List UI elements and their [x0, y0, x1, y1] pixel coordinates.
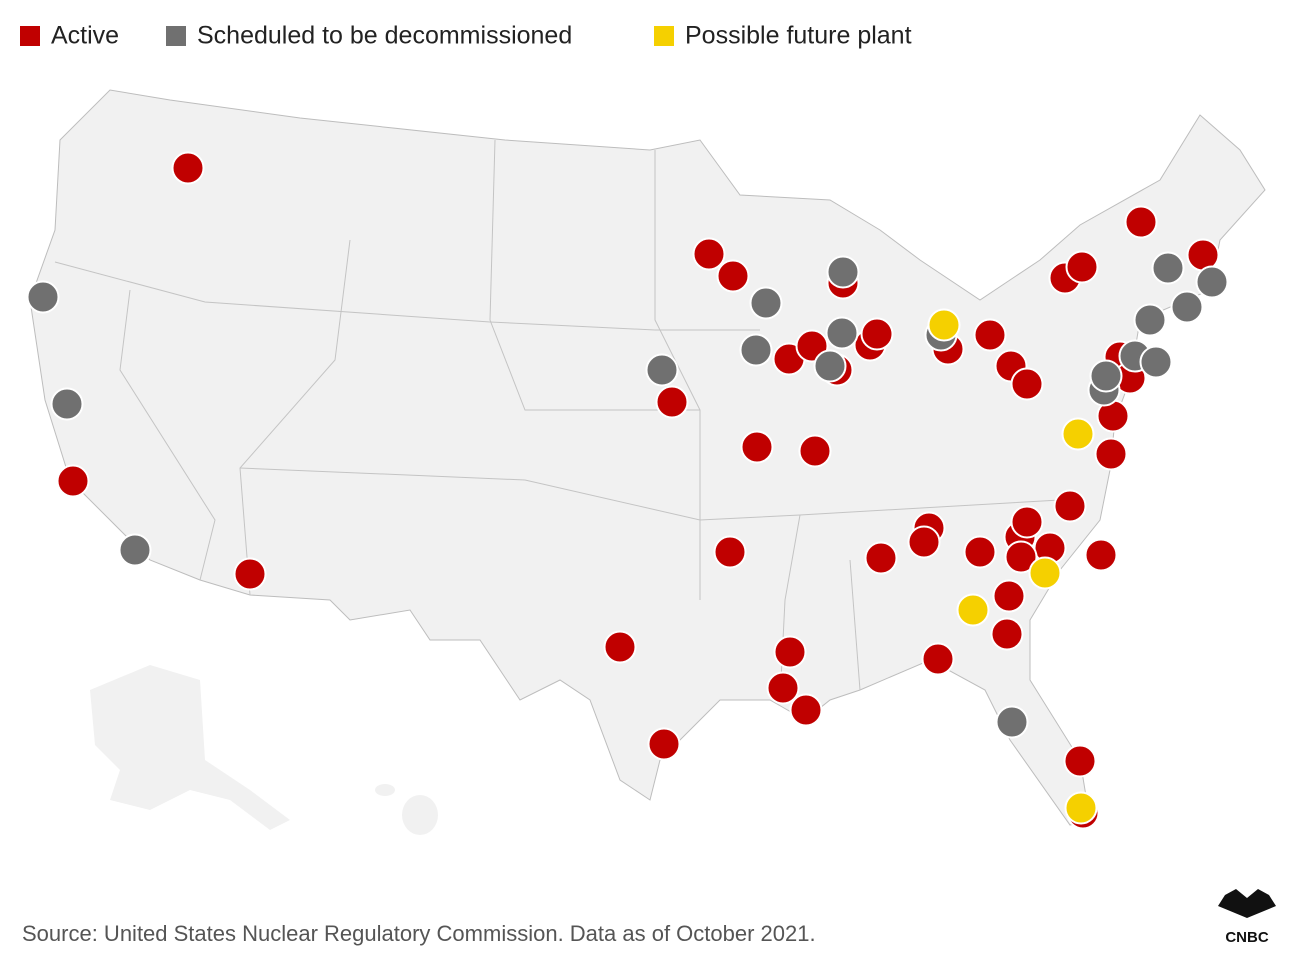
plant-marker — [603, 630, 637, 664]
plant-marker — [740, 430, 774, 464]
plant-marker — [956, 593, 990, 627]
plant-marker — [1139, 345, 1173, 379]
plant-marker — [1170, 290, 1204, 324]
plants — [26, 151, 1229, 830]
state-line — [849, 559, 861, 691]
plant-marker — [990, 617, 1024, 651]
plant-marker — [907, 525, 941, 559]
contiguous-us — [29, 89, 1266, 826]
plant-marker — [1065, 250, 1099, 284]
plant-marker — [1028, 556, 1062, 590]
plant-marker — [1094, 437, 1128, 471]
legend-swatch — [166, 26, 186, 46]
plant-marker — [927, 308, 961, 342]
logo: CNBC — [1218, 889, 1276, 946]
plant-marker — [766, 671, 800, 705]
hawaii-isle — [375, 784, 395, 796]
plant-marker — [1010, 505, 1044, 539]
plant-marker — [798, 434, 832, 468]
plant-marker — [50, 387, 84, 421]
plant-marker — [860, 317, 894, 351]
plant-marker — [1133, 303, 1167, 337]
plant-marker — [1061, 417, 1095, 451]
plant-marker — [773, 635, 807, 669]
plant-marker — [825, 316, 859, 350]
logo-text: CNBC — [1225, 929, 1268, 946]
plant-marker — [739, 333, 773, 367]
plant-marker — [645, 353, 679, 387]
plant-marker — [692, 237, 726, 271]
legend-swatch — [654, 26, 674, 46]
plant-marker — [1195, 265, 1229, 299]
plant-marker — [813, 349, 847, 383]
legend-label: Scheduled to be decommissioned — [197, 22, 572, 50]
plant-marker — [973, 318, 1007, 352]
plant-marker — [963, 535, 997, 569]
plant-marker — [921, 642, 955, 676]
plant-marker — [118, 533, 152, 567]
state-line — [779, 514, 801, 701]
state-line — [239, 239, 351, 596]
plant-marker — [1064, 791, 1098, 825]
plant-marker — [26, 280, 60, 314]
plant-marker — [789, 693, 823, 727]
plant-marker — [233, 557, 267, 591]
plant-marker — [1004, 540, 1038, 574]
basemap — [29, 89, 1266, 835]
plant-marker — [826, 255, 860, 289]
state-line — [119, 289, 216, 581]
legend-label: Active — [51, 22, 119, 50]
hawaii — [402, 795, 438, 835]
logo-peacock — [1218, 889, 1276, 918]
plant-marker — [864, 541, 898, 575]
plant-marker — [56, 464, 90, 498]
alaska — [90, 665, 290, 830]
plant-marker — [1084, 538, 1118, 572]
plant-marker — [1151, 251, 1185, 285]
state-line — [54, 261, 760, 331]
plant-marker — [655, 385, 689, 419]
legend-swatch — [20, 26, 40, 46]
plant-marker — [1053, 489, 1087, 523]
plant-marker — [1063, 744, 1097, 778]
plant-marker — [995, 705, 1029, 739]
plant-marker — [647, 727, 681, 761]
plant-marker — [171, 151, 205, 185]
legend: Active Scheduled to be decommissioned Poss… — [20, 22, 912, 50]
source-note: Source: United States Nuclear Regulatory… — [22, 921, 816, 946]
plant-marker — [1010, 367, 1044, 401]
plant-marker — [713, 535, 747, 569]
state-line — [489, 139, 700, 411]
plant-marker — [716, 259, 750, 293]
plant-marker — [992, 579, 1026, 613]
plant-marker — [1124, 205, 1158, 239]
legend-label: Possible future plant — [685, 22, 912, 50]
plant-marker — [1089, 359, 1123, 393]
plant-marker — [749, 286, 783, 320]
